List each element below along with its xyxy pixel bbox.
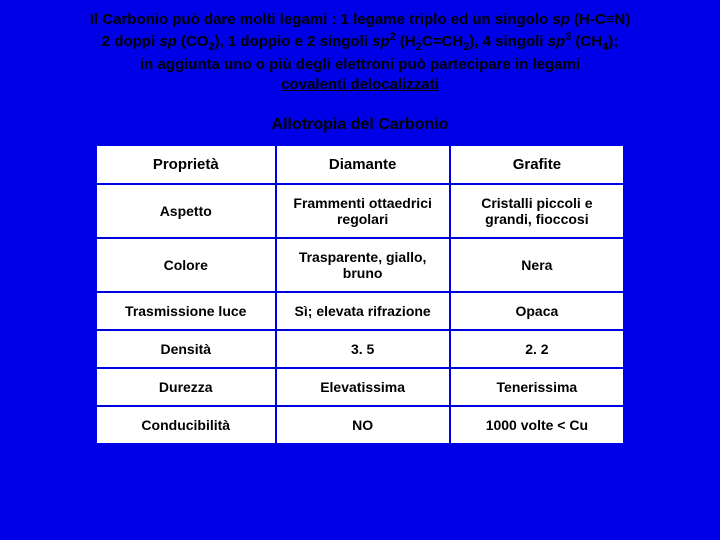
heading-line-4: covalenti delocalizzati — [14, 75, 706, 95]
table-title: Allotropia del Carbonio — [14, 116, 706, 134]
heading-block: Il Carbonio può dare molti legami : 1 le… — [14, 10, 706, 96]
sp-term: sp — [372, 33, 390, 50]
sp-term: sp — [548, 33, 566, 50]
text: (H-C≡N) — [570, 11, 630, 28]
table-row: Colore Trasparente, giallo, bruno Nera — [96, 238, 624, 292]
text: ); — [608, 33, 618, 50]
text: (CO — [177, 33, 209, 50]
cell: 3. 5 — [276, 330, 450, 368]
cell: Tenerissima — [450, 368, 624, 406]
cell: 1000 volte < Cu — [450, 406, 624, 444]
allotropy-table: Proprietà Diamante Grafite Aspetto Framm… — [95, 144, 625, 445]
cell: Colore — [96, 238, 276, 292]
column-header: Grafite — [450, 145, 624, 184]
cell: Densità — [96, 330, 276, 368]
text: Il Carbonio può dare molti legami : 1 le… — [90, 11, 553, 28]
cell: Trasparente, giallo, bruno — [276, 238, 450, 292]
text: (CH — [571, 33, 602, 50]
cell: NO — [276, 406, 450, 444]
table-row: Densità 3. 5 2. 2 — [96, 330, 624, 368]
cell: Cristalli piccoli e grandi, fioccosi — [450, 184, 624, 238]
sp-term: sp — [552, 11, 570, 28]
column-header: Diamante — [276, 145, 450, 184]
table-header-row: Proprietà Diamante Grafite — [96, 145, 624, 184]
table-row: Trasmissione luce Sì; elevata rifrazione… — [96, 292, 624, 330]
text: 2 doppi — [102, 33, 160, 50]
table-row: Conducibilità NO 1000 volte < Cu — [96, 406, 624, 444]
text: ), 1 doppio e 2 singoli — [215, 33, 373, 50]
cell: Aspetto — [96, 184, 276, 238]
column-header: Proprietà — [96, 145, 276, 184]
cell: Durezza — [96, 368, 276, 406]
table-row: Aspetto Frammenti ottaedrici regolari Cr… — [96, 184, 624, 238]
cell: Sì; elevata rifrazione — [276, 292, 450, 330]
sp-term: sp — [159, 33, 177, 50]
text: C=CH — [422, 33, 463, 50]
heading-line-2: 2 doppi sp (CO2), 1 doppio e 2 singoli s… — [14, 30, 706, 55]
text: ), 4 singoli — [469, 33, 547, 50]
cell: Opaca — [450, 292, 624, 330]
table-row: Durezza Elevatissima Tenerissima — [96, 368, 624, 406]
cell: Conducibilità — [96, 406, 276, 444]
cell: 2. 2 — [450, 330, 624, 368]
cell: Trasmissione luce — [96, 292, 276, 330]
cell: Elevatissima — [276, 368, 450, 406]
cell: Nera — [450, 238, 624, 292]
cell: Frammenti ottaedrici regolari — [276, 184, 450, 238]
heading-line-3: in aggiunta uno o più degli elettroni pu… — [14, 55, 706, 75]
text: (H — [396, 33, 416, 50]
heading-line-1: Il Carbonio può dare molti legami : 1 le… — [14, 10, 706, 30]
